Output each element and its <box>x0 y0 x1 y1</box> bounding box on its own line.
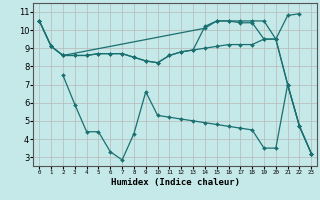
X-axis label: Humidex (Indice chaleur): Humidex (Indice chaleur) <box>111 178 240 187</box>
